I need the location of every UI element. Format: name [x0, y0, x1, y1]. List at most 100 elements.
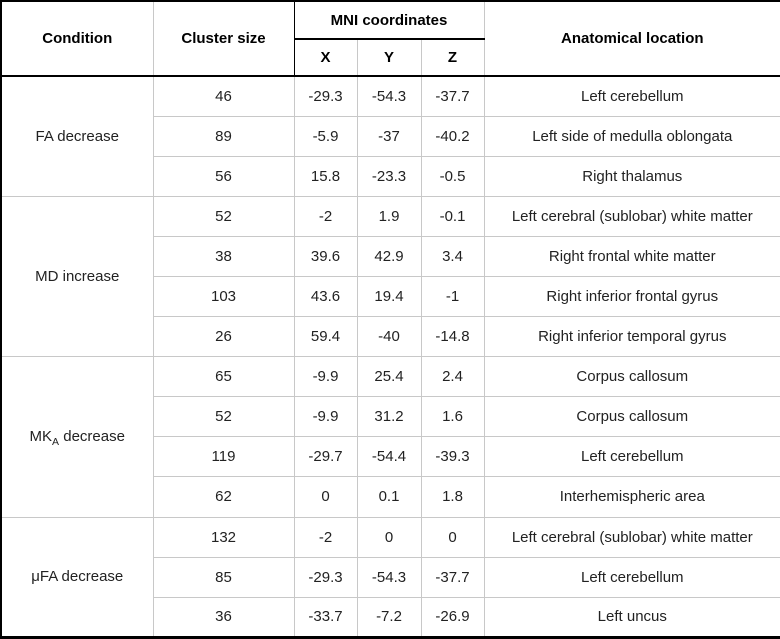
coord-x-cell: -2	[293, 516, 358, 558]
coord-x-cell: 59.4	[293, 316, 358, 358]
condition-cell: μFA decrease	[0, 516, 154, 639]
condition-label: FA decrease	[35, 127, 119, 145]
coord-y-cell: -54.4	[356, 436, 422, 478]
coord-z-cell: -40.2	[420, 115, 485, 157]
cluster-size-cell: 119	[152, 436, 295, 478]
table-row: FA decrease 46 -29.3 -54.3 -37.7 Left cerebel…	[0, 75, 780, 197]
coord-y-cell: 0.1	[356, 476, 422, 518]
location-cell: Left cerebellum	[483, 436, 780, 478]
cluster-size-cell: 65	[152, 356, 295, 398]
cluster-size-cell: 26	[152, 316, 295, 358]
coord-z-cell: -0.5	[420, 155, 485, 197]
cluster-size-cell: 52	[152, 396, 295, 438]
coord-x-cell: -5.9	[293, 115, 358, 157]
table-row: 62 0 0.1 1.8 Interhemispheric area	[1, 476, 780, 518]
coord-x-cell: 15.8	[293, 155, 358, 197]
condition-cell: FA decrease	[0, 75, 154, 197]
location-cell: Corpus callosum	[483, 396, 780, 438]
coord-x-cell: -9.9	[293, 356, 358, 398]
cluster-size-cell: 36	[152, 596, 295, 639]
cluster-size-cell: 52	[152, 195, 295, 237]
table-row: 52 -9.9 31.2 1.6 Corpus callosum	[1, 396, 780, 438]
location-cell: Left cerebellum	[483, 75, 780, 117]
condition-label: μFA decrease	[31, 568, 124, 586]
coord-y-cell: -54.3	[356, 75, 422, 117]
location-cell: Left side of medulla oblongata	[483, 115, 780, 157]
header-z: Z	[420, 38, 485, 77]
coord-z-cell: -37.7	[420, 75, 485, 117]
table-header: Condition Cluster size MNI coordinates A…	[0, 0, 780, 77]
coord-y-cell: -23.3	[356, 155, 422, 197]
location-cell: Corpus callosum	[483, 356, 780, 398]
header-cluster-size: Cluster size	[152, 0, 295, 77]
header-y: Y	[356, 38, 422, 77]
coord-y-cell: 42.9	[356, 235, 422, 277]
table-row: 26 59.4 -40 -14.8 Right inferior temporal gy…	[1, 316, 780, 358]
table-row: 119 -29.7 -54.4 -39.3 Left cerebellum	[1, 436, 780, 478]
coord-y-cell: -7.2	[356, 596, 422, 639]
coord-x-cell: -33.7	[293, 596, 358, 639]
coord-y-cell: 31.2	[356, 396, 422, 438]
coord-z-cell: 2.4	[420, 356, 485, 398]
condition-label: MD increase	[35, 267, 120, 285]
table-row: 85 -29.3 -54.3 -37.7 Left cerebellum	[1, 556, 780, 598]
cluster-size-cell: 103	[152, 275, 295, 318]
coord-y-cell: 19.4	[356, 275, 422, 318]
condition-label: MK	[29, 428, 53, 446]
table-body: FA decrease 46 -29.3 -54.3 -37.7 Left cerebel…	[0, 75, 780, 639]
coord-z-cell: -0.1	[420, 195, 485, 237]
header-condition: Condition	[0, 0, 154, 77]
header-row-1: Condition Cluster size MNI coordinates A…	[0, 0, 780, 77]
condition-label-suffix: decrease	[59, 428, 125, 446]
location-cell: Left cerebral (sublobar) white matter	[483, 195, 780, 237]
table-row: MKA decrease 65 -9.9 25.4 2.4 Corpus callosum	[0, 356, 780, 518]
coord-y-cell: -40	[356, 316, 422, 358]
header-anatomical-location: Anatomical location	[483, 0, 780, 77]
condition-subscript: A	[52, 436, 60, 449]
location-cell: Right inferior temporal gyrus	[483, 316, 780, 358]
location-cell: Right inferior frontal gyrus	[483, 275, 780, 318]
coord-z-cell: -26.9	[420, 596, 485, 639]
table-row: MD increase 52 -2 1.9 -0.1 Left cerebral (sub…	[0, 195, 780, 358]
coord-x-cell: 0	[293, 476, 358, 518]
table-row: 38 39.6 42.9 3.4 Right frontal white matter	[1, 235, 780, 277]
coord-x-cell: -29.3	[293, 75, 358, 117]
coord-x-cell: -2	[293, 195, 358, 237]
coord-y-cell: -54.3	[356, 556, 422, 598]
coord-z-cell: 3.4	[420, 235, 485, 277]
coord-z-cell: -1	[420, 275, 485, 318]
coord-z-cell: -37.7	[420, 556, 485, 598]
table-row: μFA decrease 132 -2 0 0 Left cerebral (sublob…	[0, 516, 780, 639]
coord-x-cell: -29.7	[293, 436, 358, 478]
cluster-size-cell: 132	[152, 516, 295, 558]
coord-y-cell: 0	[356, 516, 422, 558]
cluster-size-cell: 85	[152, 556, 295, 598]
coord-y-cell: -37	[356, 115, 422, 157]
coord-z-cell: 0	[420, 516, 485, 558]
cluster-size-cell: 62	[152, 476, 295, 518]
cluster-size-cell: 89	[152, 115, 295, 157]
coord-z-cell: 1.6	[420, 396, 485, 438]
location-cell: Left cerebral (sublobar) white matter	[483, 516, 780, 558]
coord-x-cell: -9.9	[293, 396, 358, 438]
condition-cell: MKA decrease	[0, 356, 154, 518]
cluster-size-cell: 46	[152, 75, 295, 117]
coord-z-cell: -39.3	[420, 436, 485, 478]
coord-y-cell: 1.9	[356, 195, 422, 237]
cluster-size-cell: 56	[152, 155, 295, 197]
location-cell: Left uncus	[483, 596, 780, 639]
coord-x-cell: -29.3	[293, 556, 358, 598]
header-row-2: X Y Z	[1, 38, 780, 77]
location-cell: Interhemispheric area	[483, 476, 780, 518]
cluster-size-cell: 38	[152, 235, 295, 277]
table-row: 36 -33.7 -7.2 -26.9 Left uncus	[1, 596, 780, 639]
location-cell: Right thalamus	[483, 155, 780, 197]
table-row: 103 43.6 19.4 -1 Right inferior frontal gyru…	[1, 275, 780, 318]
coord-z-cell: 1.8	[420, 476, 485, 518]
coord-x-cell: 43.6	[293, 275, 358, 318]
header-mni-coordinates: MNI coordinates	[293, 0, 485, 40]
condition-cell: MD increase	[0, 195, 154, 358]
header-x: X	[293, 38, 358, 77]
